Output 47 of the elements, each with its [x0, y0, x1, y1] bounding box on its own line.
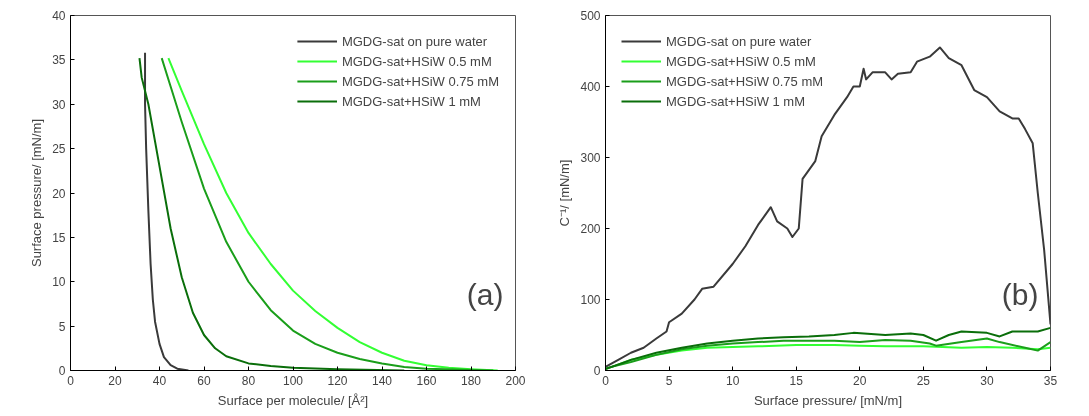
legend-label: MGDG-sat on pure water	[666, 33, 812, 49]
y-tick-label: 40	[52, 9, 66, 23]
legend-label: MGDG-sat+HSiW 0.5 mM	[666, 53, 816, 69]
x-axis-title: Surface pressure/ [mN/m]	[753, 392, 903, 408]
y-tick-label: 30	[52, 97, 66, 112]
y-tick-label: 0	[58, 364, 66, 378]
y-tick-label: 20	[52, 186, 66, 201]
legend-label: MGDG-sat+HSiW 0.75 mM	[341, 73, 499, 89]
y-tick-label: 5	[58, 319, 66, 334]
x-tick-label: 140	[371, 373, 393, 388]
legend-label: MGDG-sat+HSiW 1 mM	[341, 93, 481, 109]
y-axis-title: Surface pressure/ [mN/m]	[29, 118, 45, 268]
legend-label: MGDG-sat+HSiW 0.75 mM	[666, 73, 824, 89]
x-tick-label: 60	[197, 373, 211, 388]
annotation: (a)	[466, 277, 504, 311]
x-tick-label: 160	[416, 373, 437, 388]
y-tick-label: 25	[52, 142, 66, 157]
annotation: (b)	[1001, 277, 1039, 311]
x-tick-label: 10	[725, 373, 740, 388]
x-tick-label: 120	[327, 373, 348, 388]
legend-label: MGDG-sat+HSiW 0.5 mM	[341, 53, 492, 69]
y-tick-label: 100	[580, 293, 601, 307]
y-tick-label: 400	[580, 80, 601, 94]
x-tick-label: 35	[1043, 373, 1058, 388]
x-tick-label: 180	[460, 373, 482, 388]
y-tick-label: 200	[580, 222, 601, 236]
legend-label: MGDG-sat on pure water	[341, 33, 488, 49]
legend-label: MGDG-sat+HSiW 1 mM	[666, 93, 806, 109]
x-axis-title: Surface per molecule/ [Å²]	[217, 392, 369, 408]
y-tick-label: 35	[52, 53, 66, 68]
x-tick-label: 30	[980, 373, 994, 388]
line-series	[144, 51, 190, 371]
y-tick-label: 10	[52, 275, 66, 290]
x-tick-label: 100	[282, 373, 304, 388]
x-tick-label: 5	[665, 373, 673, 388]
x-tick-label: 15	[789, 373, 804, 388]
x-tick-label: 20	[108, 373, 122, 388]
y-tick-label: 0	[593, 364, 601, 378]
x-tick-label: 200	[505, 373, 526, 388]
x-tick-label: 25	[916, 373, 931, 388]
y-tick-label: 300	[580, 151, 601, 165]
y-tick-label: 15	[52, 230, 66, 245]
x-tick-label: 40	[152, 373, 167, 388]
y-tick-label: 500	[580, 9, 601, 23]
y-axis-title: C⁻¹/ [mN/m]	[557, 159, 573, 227]
x-tick-label: 80	[241, 373, 256, 388]
x-tick-label: 20	[853, 373, 867, 388]
